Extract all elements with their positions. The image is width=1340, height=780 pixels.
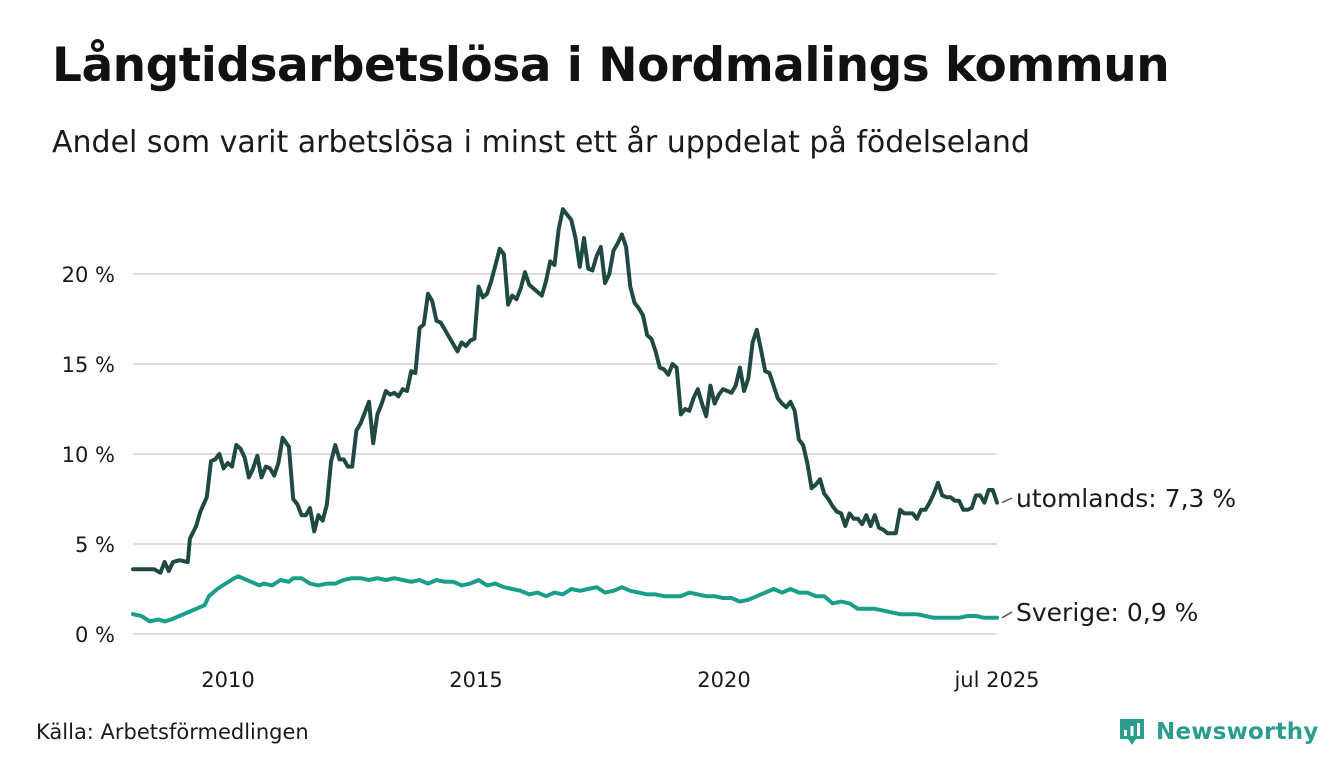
series-line-utomlands	[131, 207, 999, 575]
y-tick-label: 5 %	[75, 533, 115, 557]
x-axis-ticks: 2010 2015 2020 jul 2025	[201, 668, 1039, 692]
series-line-sverige	[131, 574, 999, 624]
y-tick-label: 20 %	[62, 263, 115, 287]
y-tick-label: 10 %	[62, 443, 115, 467]
grid-layer	[133, 273, 997, 635]
x-tick-label: 2010	[201, 668, 254, 692]
end-label-utomlands: utomlands: 7,3 %	[1016, 484, 1236, 513]
end-label-connector	[1001, 611, 1013, 619]
x-tick-label: jul 2025	[953, 668, 1039, 692]
chart-title: Långtidsarbetslösa i Nordmalings kommun	[52, 38, 1170, 93]
brand-name: Newsworthy	[1156, 719, 1319, 745]
newsworthy-logo-icon	[1120, 719, 1144, 745]
brand-logo: Newsworthy	[1118, 715, 1319, 749]
source-note: Källa: Arbetsförmedlingen	[36, 720, 309, 744]
series-layer	[131, 207, 999, 624]
end-label-sverige: Sverige: 0,9 %	[1016, 598, 1198, 627]
y-tick-label: 15 %	[62, 353, 115, 377]
end-label-connector	[1001, 497, 1013, 504]
y-axis-ticks: 0 % 5 % 10 % 15 % 20 %	[62, 263, 115, 647]
chart-subtitle: Andel som varit arbetslösa i minst ett å…	[52, 125, 1030, 160]
x-tick-label: 2020	[697, 668, 750, 692]
end-labels: utomlands: 7,3 % Sverige: 0,9 %	[1001, 484, 1236, 627]
x-tick-label: 2015	[449, 668, 502, 692]
y-tick-label: 0 %	[75, 623, 115, 647]
